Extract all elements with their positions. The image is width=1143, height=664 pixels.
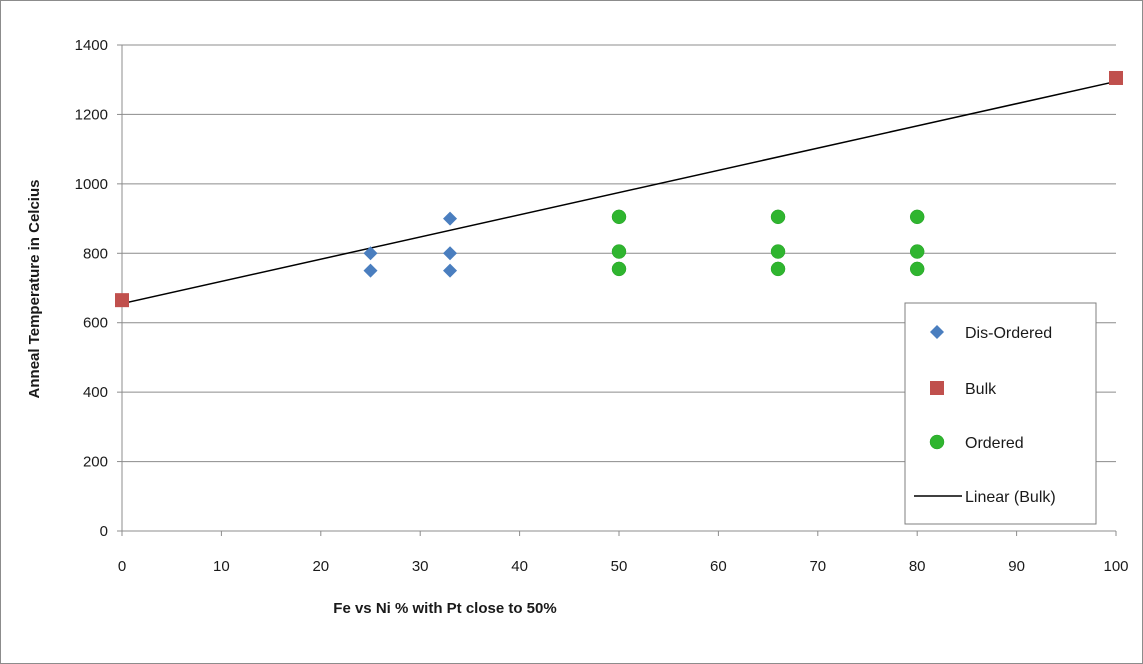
ordered-point	[611, 261, 627, 277]
legend[interactable]: Dis-Ordered Bulk Ordered Linear (Bulk)	[904, 302, 1097, 525]
x-tick-label: 100	[1103, 558, 1128, 575]
legend-label-dis-ordered: Dis-Ordered	[965, 325, 1052, 342]
axes	[117, 44, 1117, 536]
y-tick-labels: 0 200 400 600 800 1000 1200 1400	[75, 37, 108, 540]
legend-label-ordered: Ordered	[965, 435, 1024, 452]
x-tick-label: 60	[710, 558, 727, 575]
legend-box	[904, 302, 1097, 525]
y-tick-label: 800	[83, 245, 108, 262]
trendline	[121, 80, 1117, 305]
legend-marker-dis-ordered	[930, 325, 944, 339]
ordered-point	[770, 244, 786, 259]
y-axis-title: Anneal Temperature in Celcius	[26, 180, 43, 399]
ordered-point	[909, 209, 925, 225]
legend-marker-bulk	[930, 381, 944, 395]
x-tick-label: 90	[1008, 558, 1025, 575]
ordered-point	[909, 244, 925, 259]
data-points	[115, 70, 1123, 308]
y-tick-label: 1400	[75, 37, 108, 54]
x-axis-title: Fe vs Ni % with Pt close to 50%	[333, 600, 556, 617]
bulk-point	[1109, 70, 1123, 85]
x-tick-label: 50	[611, 558, 628, 575]
x-tick-label: 10	[213, 558, 230, 575]
x-tick-label: 80	[909, 558, 926, 575]
legend-label-linear-bulk: Linear (Bulk)	[965, 489, 1056, 506]
x-tick-label: 30	[412, 558, 429, 575]
legend-label-bulk: Bulk	[965, 381, 997, 398]
y-tick-label: 1200	[75, 106, 108, 123]
x-tick-label: 0	[118, 558, 126, 575]
bulk-point	[115, 293, 129, 308]
trendline-linear-bulk	[121, 80, 1117, 305]
ordered-point	[909, 261, 925, 277]
dis-ordered-point	[443, 263, 458, 278]
y-tick-label: 400	[83, 384, 108, 401]
ordered-point	[770, 261, 786, 277]
y-tick-label: 200	[83, 454, 108, 471]
x-tick-labels: 0 10 20 30 40 50 60 70 80 90 100	[118, 558, 1129, 575]
y-tick-label: 600	[83, 315, 108, 332]
y-tick-label: 1000	[75, 176, 108, 193]
x-tick-label: 70	[809, 558, 826, 575]
ordered-point	[770, 209, 786, 225]
dis-ordered-point	[443, 211, 458, 226]
ordered-point	[611, 244, 627, 259]
legend-marker-ordered	[929, 434, 945, 450]
dis-ordered-point	[363, 263, 378, 278]
ordered-point	[611, 209, 627, 225]
dis-ordered-point	[363, 246, 378, 261]
x-tick-label: 40	[511, 558, 528, 575]
y-tick-label: 0	[100, 523, 108, 540]
dis-ordered-point	[443, 246, 458, 261]
x-tick-label: 20	[312, 558, 329, 575]
